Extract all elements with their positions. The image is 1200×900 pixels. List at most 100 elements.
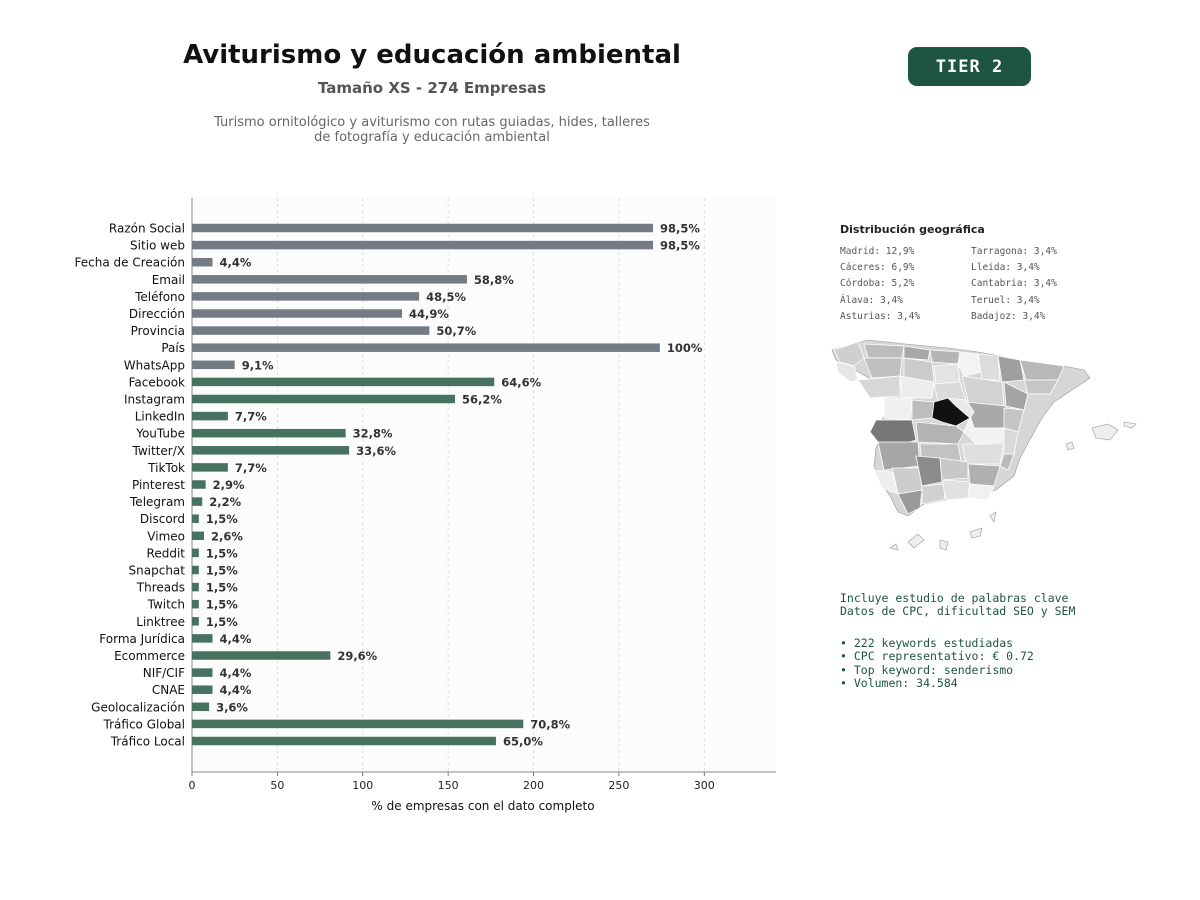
y-category-label: LinkedIn [135,410,185,424]
data-bar [192,736,496,746]
geo-item: Madrid: 12,9% [840,246,915,257]
data-bar [192,292,420,301]
description-line-2: de fotografía y educación ambiental [314,130,550,145]
data-bar [192,514,199,523]
data-bar [192,326,430,335]
data-bar [192,480,206,489]
data-label: 1,5% [206,564,238,578]
data-bar [192,411,228,421]
data-bar [192,582,199,592]
data-label: 1,5% [206,598,238,612]
data-bar [192,617,199,626]
map-province-girona [1019,359,1065,381]
y-category-label: Teléfono [134,290,185,304]
geo-item: Badajoz: 3,4% [971,310,1046,322]
keyword-intro-line: Datos de CPC, dificultad SEO y SEM [840,604,1076,619]
geo-item: Tarragona: 3,4% [971,246,1057,257]
map-island-canary-3 [939,539,949,551]
data-bar [192,548,199,558]
data-bar [192,651,331,660]
data-label: 2,2% [209,495,241,509]
geo-item: Teruel: 3,4% [971,294,1040,306]
y-category-label: Sitio web [130,239,185,253]
data-label: 2,6% [211,529,243,543]
data-label: 58,8% [474,273,514,287]
geo-item: Asturias: 3,4% [840,310,921,322]
data-label: 50,7% [436,324,476,338]
map-province-valladolid [899,375,935,399]
map-province-malaga [921,483,947,505]
x-tick-label: 250 [608,779,629,792]
data-bar [192,599,199,609]
data-bar [192,565,199,575]
tier-badge: TIER 2 [908,47,1031,86]
x-tick-label: 200 [523,779,544,792]
map-island-menorca [1123,421,1137,429]
keyword-bullet: • Top keyword: senderismo [840,662,1014,677]
map-province-rioja [933,363,961,385]
y-category-label: Instagram [124,393,185,407]
map-province-barcelona [1023,379,1059,395]
keyword-bullet: • 222 keywords estudiadas [840,635,1014,650]
y-category-label: Pinterest [132,478,185,492]
y-category-label: Tráfico Global [103,717,185,731]
map-province-galicia-south [835,361,859,383]
data-label: 3,6% [216,700,248,714]
data-bar [192,685,213,694]
data-bar [192,343,660,352]
y-category-label: Fecha de Creación [75,256,185,270]
map-province-toledo [915,421,965,445]
data-label: 4,4% [219,683,251,697]
data-label: 48,5% [426,290,466,304]
geo-item: Córdoba: 5,2% [840,278,915,290]
geo-distribution-title: Distribución geográfica [840,223,985,236]
data-label: 7,7% [235,461,267,475]
data-label: 7,7% [235,410,267,424]
data-bar [192,377,495,387]
data-label: 4,4% [219,256,251,270]
data-label: 56,2% [462,393,502,407]
x-tick-label: 300 [694,779,715,792]
data-label: 32,8% [353,427,393,441]
data-bar [192,240,654,250]
map-island-canary-5 [989,511,997,523]
keyword-intro-line: Incluye estudio de palabras clave [840,591,1069,605]
data-label: 29,6% [337,649,377,663]
data-label: 4,4% [219,666,251,680]
map-province-basque [929,349,961,365]
y-category-label: Telegram [129,495,185,509]
map-province-asturias [863,343,905,359]
data-bar [192,394,455,404]
y-category-label: Email [152,273,185,287]
data-bar [192,446,350,455]
x-axis-title: % de empresas con el dato completo [371,799,594,813]
data-label: 1,5% [206,581,238,595]
data-bar [192,360,235,370]
map-province-badajoz [877,441,921,471]
data-bar [192,719,524,729]
y-category-label: Razón Social [109,222,185,236]
y-category-label: Linktree [136,615,185,629]
map-province-huesca [977,353,1001,381]
x-tick-label: 100 [352,779,373,792]
geo-distribution-list: Madrid: 12,9% Tarragona: 3,4% Cáceres: 6… [840,246,1120,323]
data-bar [192,428,346,438]
data-label: 4,4% [219,632,251,646]
y-category-label: Discord [140,512,185,526]
completeness-bar-chart: 0 50 100 150 200 250 300 Razón Social 98,5% Sitio… [75,198,776,813]
keyword-study-panel: Incluye estudio de palabras clave Datos … [840,591,1180,691]
data-bar [192,257,213,267]
map-province-galicia-north [833,341,865,367]
map-province-cantabria [903,345,931,361]
y-category-label: Provincia [131,324,185,338]
data-label: 1,5% [206,512,238,526]
data-bar [192,309,403,318]
keyword-bullet: • Volumen: 34.584 [840,676,958,691]
data-bar [192,531,204,541]
data-label: 9,1% [242,358,274,372]
map-province-guadalajara [947,397,975,419]
keyword-bullet: • CPC representativo: € 0.72 [840,649,1034,664]
y-category-label: Facebook [129,375,185,389]
y-category-label: Reddit [147,546,186,560]
description-line-1: Turismo ornitológico y aviturismo con ru… [214,115,650,130]
